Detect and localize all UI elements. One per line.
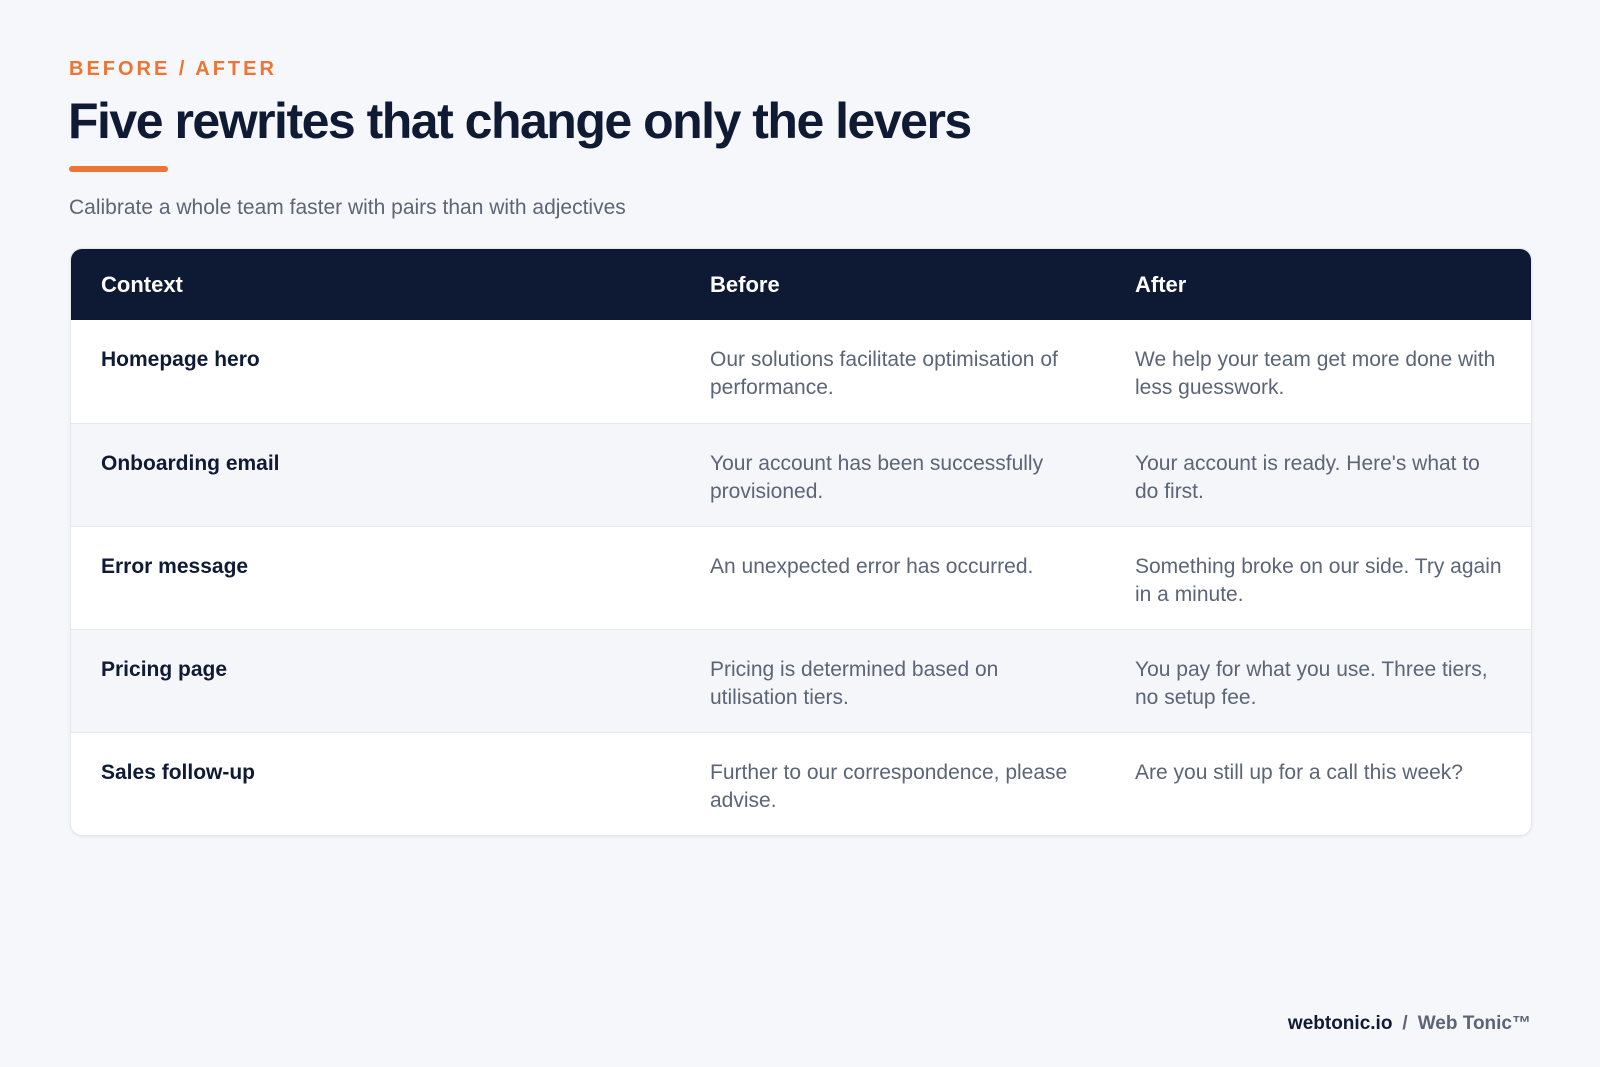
before-cell: Your account has been successfully provi… — [710, 451, 1044, 503]
footer-separator: / — [1402, 1013, 1408, 1034]
before-cell: Our solutions facilitate optimisation of… — [710, 348, 1058, 399]
footer-site-link[interactable]: webtonic.io — [1287, 1013, 1393, 1034]
table-row: Pricing page Pricing is determined based… — [71, 629, 1531, 732]
page-title: Five rewrites that change only the lever… — [68, 93, 972, 149]
context-cell: Homepage hero — [101, 348, 260, 371]
before-cell: An unexpected error has occurred. — [710, 554, 1034, 578]
after-cell: Are you still up for a call this week? — [1135, 760, 1463, 784]
after-cell: We help your team get more done with les… — [1135, 348, 1496, 399]
column-header-before: Before — [710, 271, 780, 297]
context-cell: Onboarding email — [101, 451, 280, 475]
before-cell: Further to our correspondence, please ad… — [710, 760, 1068, 812]
after-cell: Something broke on our side. Try again i… — [1135, 554, 1502, 606]
before-cell: Pricing is determined based on utilisati… — [710, 657, 999, 709]
comparison-table-card: Context Before After Homepage hero Our s… — [70, 248, 1532, 836]
eyebrow-label: BEFORE / AFTER — [69, 58, 277, 80]
table-header-row: Context Before After — [71, 249, 1531, 320]
table-row: Onboarding email Your account has been s… — [71, 423, 1531, 526]
title-accent-bar — [69, 166, 168, 172]
context-cell: Error message — [101, 554, 249, 578]
context-cell: Pricing page — [101, 657, 228, 681]
table-row: Sales follow-up Further to our correspon… — [71, 732, 1531, 835]
column-header-context: Context — [101, 271, 183, 297]
after-cell: You pay for what you use. Three tiers, n… — [1135, 657, 1488, 709]
table-row: Homepage hero Our solutions facilitate o… — [71, 320, 1531, 423]
after-cell: Your account is ready. Here's what to do… — [1135, 451, 1480, 503]
footer-brand: Web Tonic™ — [1417, 1013, 1531, 1034]
footer-credit: webtonic.io / Web Tonic™ — [1288, 1013, 1531, 1035]
page-subtitle: Calibrate a whole team faster with pairs… — [69, 196, 626, 219]
context-cell: Sales follow-up — [101, 760, 256, 784]
table-row: Error message An unexpected error has oc… — [71, 526, 1531, 629]
comparison-table: Context Before After Homepage hero Our s… — [71, 249, 1531, 835]
column-header-after: After — [1135, 271, 1187, 297]
